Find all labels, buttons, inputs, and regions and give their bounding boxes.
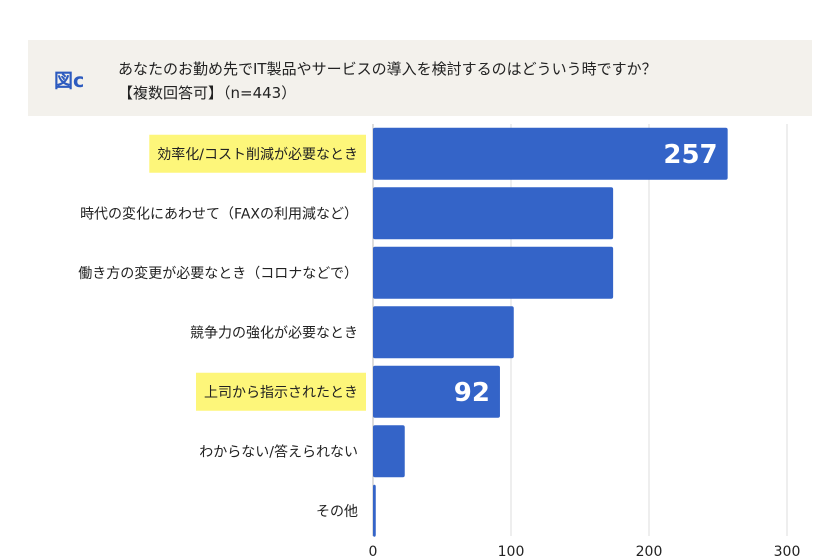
category-label: 効率化/コスト削減が必要なとき bbox=[157, 146, 358, 163]
category-highlight bbox=[149, 134, 366, 173]
x-tick-label: 200 bbox=[636, 544, 663, 560]
category-label: 働き方の変更が必要なとき（コロナなどで） bbox=[78, 265, 358, 282]
bar bbox=[373, 187, 614, 240]
data-label: 92 bbox=[454, 378, 490, 408]
bar bbox=[373, 246, 614, 299]
chart-header: 図c あなたのお勤め先でIT製品やサービスの導入を検討するのはどういう時ですか？… bbox=[28, 40, 812, 116]
bar bbox=[373, 425, 405, 478]
bar bbox=[373, 306, 514, 359]
category-highlight bbox=[196, 372, 366, 411]
figure-label: 図c bbox=[54, 70, 85, 92]
x-tick-label: 100 bbox=[498, 544, 525, 560]
x-tick-label: 300 bbox=[774, 544, 801, 560]
bar bbox=[373, 127, 728, 180]
bar bbox=[373, 484, 376, 537]
category-label: わからない/答えられない bbox=[199, 443, 358, 460]
category-label: 競争力の強化が必要なとき bbox=[190, 325, 358, 341]
category-label: 時代の変化にあわせて（FAXの利用減など） bbox=[80, 205, 358, 222]
data-label: 257 bbox=[663, 140, 717, 170]
x-tick-label: 0 bbox=[369, 544, 378, 560]
category-label: その他 bbox=[316, 504, 358, 520]
question-subtitle: 【複数回答可】（n=443） bbox=[118, 84, 297, 102]
bar bbox=[373, 365, 500, 418]
question-text: あなたのお勤め先でIT製品やサービスの導入を検討するのはどういう時ですか？ bbox=[118, 60, 657, 78]
category-label: 上司から指示されたとき bbox=[204, 385, 358, 401]
